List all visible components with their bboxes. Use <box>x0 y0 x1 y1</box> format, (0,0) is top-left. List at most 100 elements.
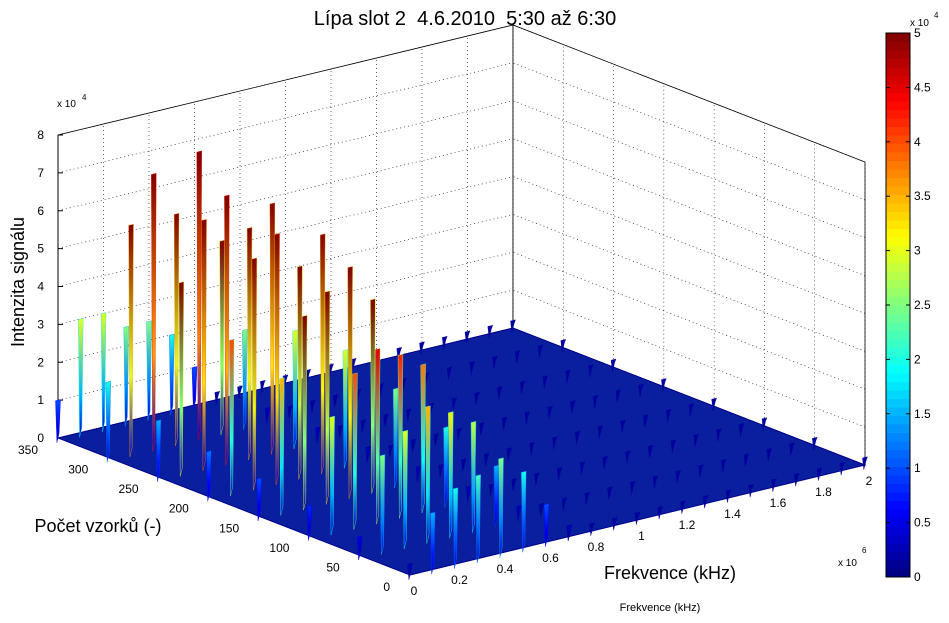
colorbar-segment <box>886 407 910 416</box>
colorbar-segment <box>886 381 910 391</box>
spike <box>479 422 485 436</box>
x-tick-label: 2 <box>866 474 873 488</box>
colorbar-segment <box>886 441 910 450</box>
spike <box>407 562 413 580</box>
colorbar-tick-label: 1 <box>914 461 921 475</box>
spike <box>716 428 722 442</box>
spike <box>665 408 672 423</box>
colorbar-segment <box>886 398 910 408</box>
spike <box>794 473 800 487</box>
x-tick-label: 1.6 <box>770 496 787 510</box>
colorbar-segment <box>886 211 910 221</box>
spike <box>862 456 868 470</box>
colorbar-segment <box>886 186 910 195</box>
colorbar-segment <box>886 509 910 518</box>
spike <box>415 465 422 483</box>
spike <box>483 452 490 467</box>
colorbar-segment <box>886 475 910 484</box>
spike <box>461 458 467 472</box>
colorbar-segment <box>886 152 910 161</box>
z-tick-label: 4 <box>37 280 44 294</box>
colorbar-segment <box>886 330 910 340</box>
spike <box>201 219 207 471</box>
spike <box>406 408 412 422</box>
spike <box>711 397 717 412</box>
spike <box>470 421 477 533</box>
y-axis-label: Počet vzorků (-) <box>34 516 161 536</box>
y-tick-label: 200 <box>169 502 189 516</box>
spike <box>552 436 558 450</box>
grid-line <box>512 251 866 390</box>
colorbar-segment <box>886 432 910 442</box>
spike <box>442 336 448 350</box>
spike <box>566 524 572 542</box>
x-tick-label: 1 <box>638 529 645 543</box>
spike <box>638 383 644 397</box>
spike <box>178 281 185 477</box>
colorbar-segment <box>886 305 910 314</box>
colorbar-segment <box>886 135 910 144</box>
y-tick-label: 150 <box>219 521 239 535</box>
spike <box>688 403 695 417</box>
z-exponent-base: x 10 <box>57 99 76 110</box>
colorbar-segment <box>886 67 910 76</box>
colorbar-segment <box>886 526 910 535</box>
z-tick-label: 2 <box>37 355 44 369</box>
colorbar-segment <box>886 169 910 178</box>
spike <box>584 492 591 506</box>
y-tick-label: 250 <box>119 482 139 496</box>
spike <box>643 414 649 428</box>
colorbar-segment <box>886 500 910 510</box>
spike <box>446 366 453 380</box>
spike <box>324 290 331 505</box>
spike <box>365 446 371 463</box>
x-tick-label: 0.2 <box>451 573 468 587</box>
x-tick-label: 0.4 <box>497 562 514 576</box>
spike <box>771 478 777 492</box>
spike <box>547 405 553 419</box>
colorbar-segment <box>886 466 910 476</box>
spike <box>748 484 755 498</box>
spike <box>246 227 253 460</box>
spike <box>539 503 545 517</box>
colorbar-segment <box>886 339 910 348</box>
colorbar-segment <box>886 347 910 357</box>
spike <box>374 348 381 525</box>
spike <box>430 511 436 575</box>
colorbar-segment <box>886 517 910 527</box>
spike <box>438 463 444 478</box>
spike <box>146 320 152 421</box>
colorbar-segment <box>886 364 910 374</box>
colorbar-segment <box>886 271 910 280</box>
colorbar-segment <box>886 237 910 246</box>
spike <box>501 416 508 430</box>
spike <box>228 338 235 496</box>
spike <box>360 419 367 433</box>
spike <box>237 385 243 399</box>
spike <box>534 472 540 486</box>
spike <box>337 424 344 438</box>
spike <box>761 417 768 431</box>
spike <box>570 400 576 414</box>
grid-line <box>512 289 866 428</box>
colorbar-tick-label: 0.5 <box>914 516 931 530</box>
colorbar-segment <box>886 41 910 51</box>
spike <box>123 325 129 427</box>
colorbar-segment <box>886 33 910 42</box>
x-tick-label: 1.4 <box>724 507 741 521</box>
spike <box>579 461 586 475</box>
spike <box>347 266 353 500</box>
x-exponent-base: x 10 <box>838 558 857 569</box>
spike <box>151 173 157 452</box>
colorbar-segment <box>886 160 910 170</box>
colorbar-segment <box>886 194 910 204</box>
spike <box>419 341 425 355</box>
spike <box>556 466 563 481</box>
colorbar-segment <box>886 50 910 59</box>
spike <box>420 363 426 514</box>
spike <box>615 389 622 403</box>
colorbar-segment <box>886 203 910 212</box>
spike <box>693 433 699 448</box>
spike <box>625 450 631 464</box>
